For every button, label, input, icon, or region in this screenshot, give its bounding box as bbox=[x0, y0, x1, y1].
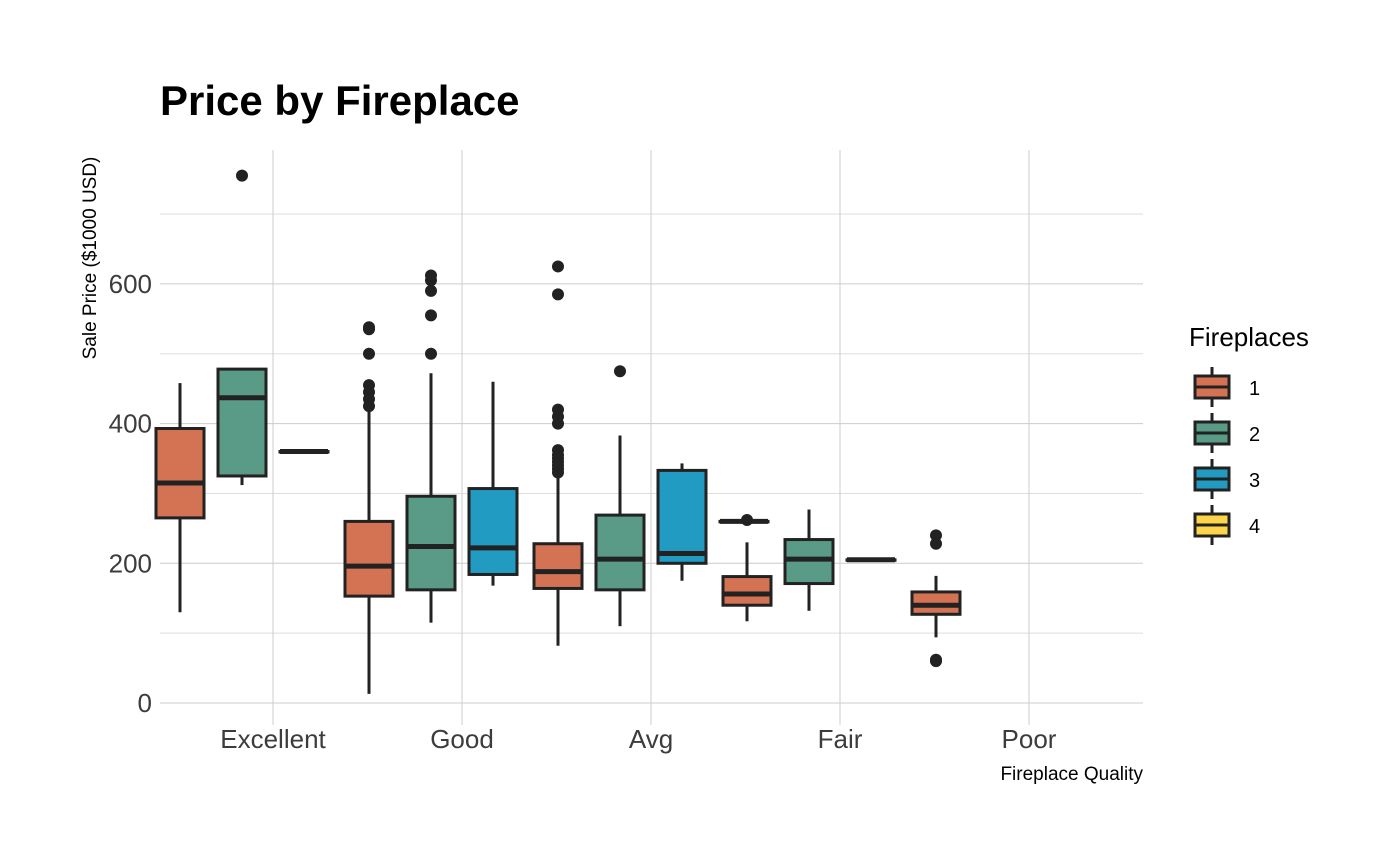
y-tick-label: 600 bbox=[109, 269, 152, 299]
iqr-box bbox=[721, 575, 773, 607]
box-excellent-2 bbox=[216, 169, 268, 486]
y-axis-ticks: 0 200 400 600 bbox=[109, 269, 152, 718]
legend-item-3: 3 bbox=[1193, 459, 1260, 499]
box-avg-3 bbox=[656, 463, 708, 581]
box-avg-1 bbox=[532, 260, 584, 646]
legend-label: 4 bbox=[1249, 516, 1260, 538]
legend-item-1: 1 bbox=[1193, 367, 1260, 407]
iqr-box bbox=[532, 542, 584, 590]
box-avg-2 bbox=[594, 365, 646, 627]
outlier-point bbox=[614, 365, 626, 378]
box-good-1 bbox=[343, 321, 395, 694]
grid bbox=[160, 150, 1143, 725]
box-poor-1 bbox=[910, 529, 962, 668]
x-axis-label: Fireplace Quality bbox=[1000, 764, 1143, 785]
outlier-point bbox=[552, 288, 564, 301]
box-good-2 bbox=[405, 269, 457, 623]
box-fair-1 bbox=[721, 513, 773, 622]
iqr-box bbox=[154, 426, 206, 520]
legend: Fireplaces 1 2 3 4 bbox=[1189, 322, 1309, 545]
box-fair-3 bbox=[845, 557, 897, 563]
x-tick-label: Avg bbox=[629, 724, 673, 754]
iqr-box bbox=[216, 367, 268, 478]
y-tick-label: 200 bbox=[109, 548, 152, 578]
outlier-point bbox=[552, 444, 564, 457]
outlier-point bbox=[363, 347, 375, 360]
iqr-box bbox=[405, 494, 457, 592]
iqr-box bbox=[656, 468, 708, 565]
legend-label: 2 bbox=[1249, 424, 1260, 446]
legend-title: Fireplaces bbox=[1189, 322, 1309, 352]
box-excellent-1 bbox=[154, 383, 206, 613]
legend-item-4: 4 bbox=[1193, 505, 1260, 545]
y-tick-label: 400 bbox=[109, 409, 152, 439]
boxes bbox=[154, 169, 962, 694]
x-tick-label: Fair bbox=[818, 724, 863, 754]
outlier-point bbox=[930, 537, 942, 550]
legend-item-2: 2 bbox=[1193, 413, 1260, 453]
outlier-point bbox=[930, 529, 942, 542]
outlier-point bbox=[552, 260, 564, 273]
outlier-point bbox=[236, 169, 248, 182]
outlier-point bbox=[930, 653, 942, 666]
outlier-point bbox=[552, 403, 564, 416]
outlier-point bbox=[741, 513, 753, 526]
x-tick-label: Excellent bbox=[220, 724, 326, 754]
box-excellent-3 bbox=[278, 449, 330, 455]
y-axis-label: Sale Price ($1000 USD) bbox=[80, 157, 101, 360]
iqr-box bbox=[343, 519, 395, 598]
outlier-point bbox=[363, 321, 375, 334]
box-fair-2 bbox=[783, 509, 835, 611]
y-tick-label: 0 bbox=[138, 688, 152, 718]
x-tick-label: Good bbox=[430, 724, 494, 754]
outlier-point bbox=[425, 309, 437, 322]
legend-label: 1 bbox=[1249, 378, 1260, 400]
outlier-point bbox=[425, 269, 437, 282]
x-tick-label: Poor bbox=[1002, 724, 1057, 754]
chart-title: Price by Fireplace bbox=[160, 77, 520, 124]
outlier-point bbox=[425, 284, 437, 297]
outlier-point bbox=[363, 379, 375, 392]
iqr-box bbox=[594, 513, 646, 592]
iqr-box bbox=[467, 487, 519, 576]
outlier-point bbox=[425, 347, 437, 360]
legend-label: 3 bbox=[1249, 470, 1260, 492]
box-good-3 bbox=[467, 381, 519, 586]
x-axis-ticks: Excellent Good Avg Fair Poor bbox=[220, 724, 1057, 754]
